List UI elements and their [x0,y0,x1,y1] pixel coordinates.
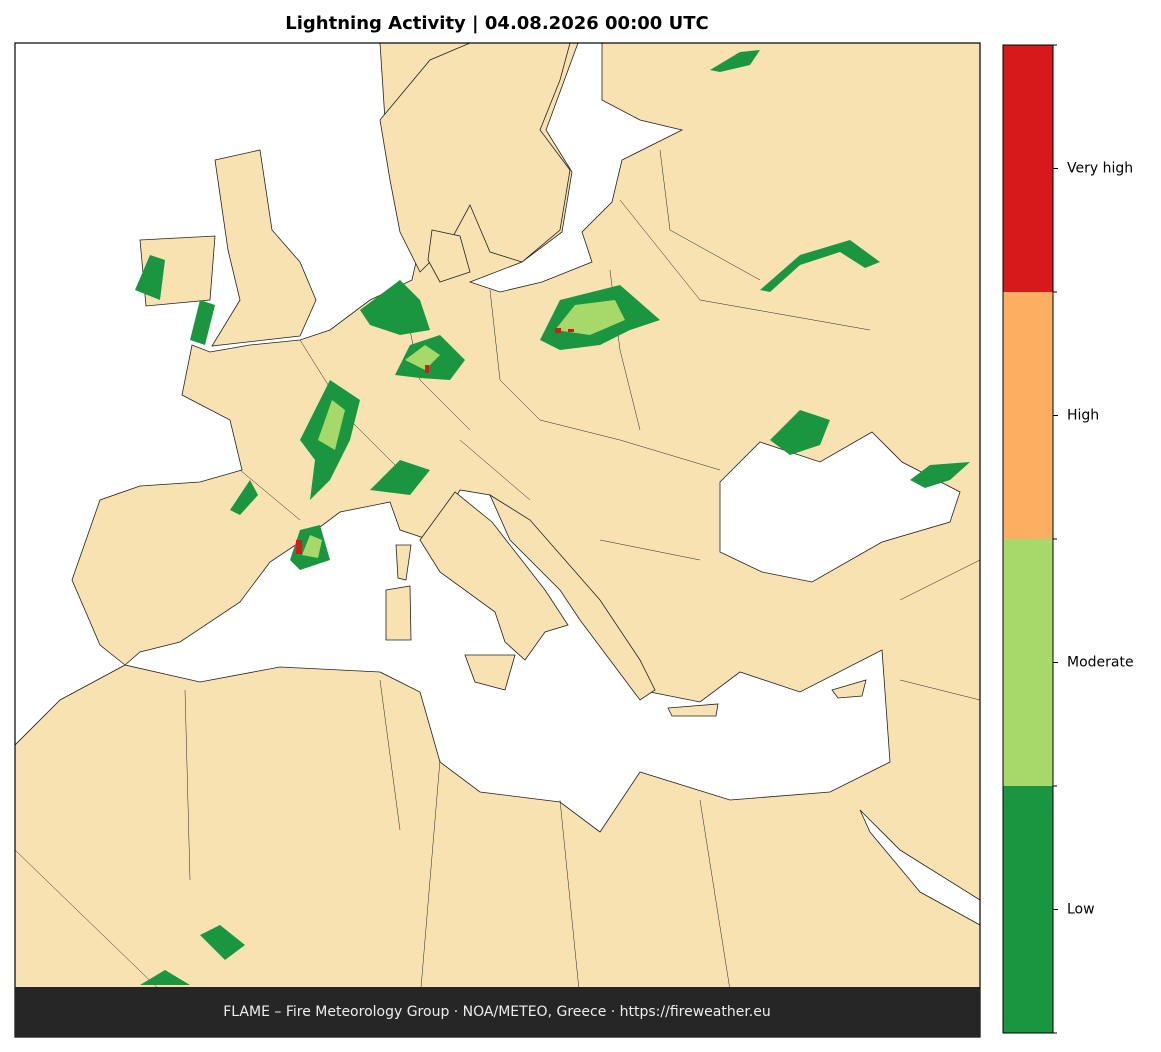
colorbar-label: Moderate [1067,655,1134,671]
italy [419,491,569,661]
denmark [427,229,471,283]
colorbar-label: High [1067,408,1099,424]
lightning-patches [135,50,970,985]
borders [15,149,980,1001]
cyprus [831,679,867,699]
scandinavia [379,43,571,273]
footer: FLAME – Fire Meteorology Group · NOA/MET… [223,1004,771,1020]
colorbar-segment [1003,539,1053,786]
colorbar-label: Very high [1067,161,1133,177]
balkans [489,493,656,701]
title: Lightning Activity | 04.08.2026 00:00 UT… [285,13,708,34]
sardinia [385,585,412,641]
black-sea [719,431,961,583]
colorbar-segment [1003,786,1053,1033]
britain [211,149,317,347]
red-sea [859,809,980,926]
baltic [468,43,684,293]
colorbar-frame [1002,44,1054,1034]
sicily [464,654,516,691]
map [15,43,980,1037]
colorbar-segment [1003,292,1053,539]
colorbar-label: Low [1067,902,1095,918]
colorbar: Low Moderate High Very high [1002,44,1134,1034]
footer-bar [15,987,980,1037]
corsica [395,544,412,581]
colorbar-segment [1003,45,1053,292]
crete [667,703,719,717]
